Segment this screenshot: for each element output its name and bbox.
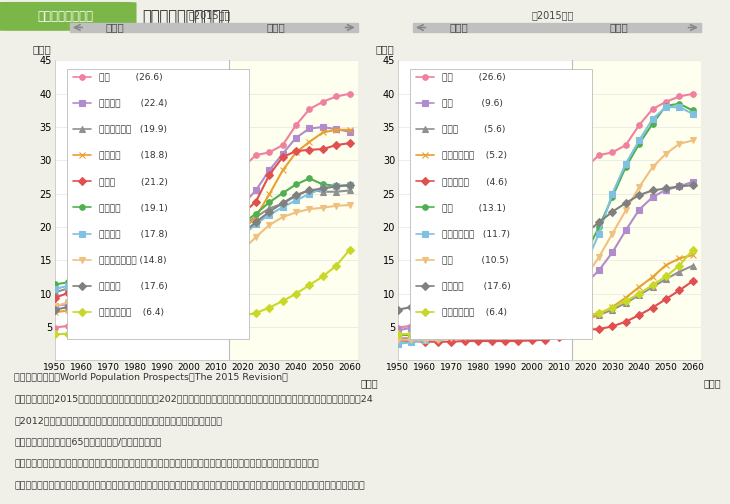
Text: インド         (5.6): インド (5.6) xyxy=(442,124,505,134)
Text: 開発途上地域    (6.4): 開発途上地域 (6.4) xyxy=(442,307,507,317)
Text: インドネシア    (5.2): インドネシア (5.2) xyxy=(442,151,507,160)
Text: 日本         (26.6): 日本 (26.6) xyxy=(99,73,162,82)
Text: 先進地域       (17.6): 先進地域 (17.6) xyxy=(99,281,167,290)
Text: 推計値: 推計値 xyxy=(266,23,285,32)
Text: （％）: （％） xyxy=(375,44,394,54)
Bar xyxy=(413,23,553,32)
Bar xyxy=(572,60,706,360)
Text: 実測値: 実測値 xyxy=(449,23,468,32)
Bar xyxy=(67,70,249,339)
Bar xyxy=(70,23,210,32)
Bar xyxy=(410,70,592,339)
Text: （2012）年１月推計）」の出生中位・死亡中位仮定による推計結果による。: （2012）年１月推計）」の出生中位・死亡中位仮定による推計結果による。 xyxy=(15,416,223,425)
Text: スペイン       (18.8): スペイン (18.8) xyxy=(99,151,167,160)
Text: 韓国         (13.1): 韓国 (13.1) xyxy=(442,203,506,212)
Bar xyxy=(553,23,701,32)
Text: （年）: （年） xyxy=(361,379,378,389)
Text: アメリカ合衆国 (14.8): アメリカ合衆国 (14.8) xyxy=(99,255,166,264)
Text: 1．欧米: 1．欧米 xyxy=(39,0,71,1)
Text: フィリピン      (4.6): フィリピン (4.6) xyxy=(442,177,507,186)
Text: 推計値: 推計値 xyxy=(610,23,629,32)
Text: 先進地域       (17.6): 先進地域 (17.6) xyxy=(442,281,510,290)
Text: 図表１－１－１２: 図表１－１－１２ xyxy=(38,10,93,23)
FancyBboxPatch shape xyxy=(0,2,137,31)
Text: 先進地域とは、北部アメリカ、日本、ヨーロッパ、オーストラリア及びニュージーランドからなる地域をいう。: 先進地域とは、北部アメリカ、日本、ヨーロッパ、オーストラリア及びニュージーランド… xyxy=(15,460,319,468)
Text: （注）高齢化率とは、65歳以上の人口/全人口をいう。: （注）高齢化率とは、65歳以上の人口/全人口をいう。 xyxy=(15,438,162,447)
Bar xyxy=(229,60,363,360)
Text: スウェーデン   (19.9): スウェーデン (19.9) xyxy=(99,124,166,134)
Text: イタリア       (22.4): イタリア (22.4) xyxy=(99,99,167,107)
Text: （年）: （年） xyxy=(704,379,721,389)
Bar xyxy=(210,23,358,32)
Text: 2．アジア: 2．アジア xyxy=(383,0,421,1)
Text: ドイツ         (21.2): ドイツ (21.2) xyxy=(99,177,168,186)
Text: フランス       (19.1): フランス (19.1) xyxy=(99,203,167,212)
Text: イギリス       (17.8): イギリス (17.8) xyxy=(99,229,167,238)
Text: シンガポール   (11.7): シンガポール (11.7) xyxy=(442,229,510,238)
Text: （2015年）: （2015年） xyxy=(188,10,231,20)
Text: タイ          (10.5): タイ (10.5) xyxy=(442,255,508,264)
Text: 開発途上地域とは、アフリカ、アジア（日本を除く）、中南米、メラネシア、ミクロネシア及びポリネシアからなる地域をいう。: 開発途上地域とは、アフリカ、アジア（日本を除く）、中南米、メラネシア、ミクロネシ… xyxy=(15,481,365,490)
Text: 中国          (9.6): 中国 (9.6) xyxy=(442,99,503,107)
Text: 開発途上地域    (6.4): 開発途上地域 (6.4) xyxy=(99,307,164,317)
Text: 実測値: 実測値 xyxy=(106,23,125,32)
Text: ただし日本は、2015年までは総務省「国勢調査」、202ー年以降は国立社会保障・人口問題研究所「日本の将来推計人口（平成24: ただし日本は、2015年までは総務省「国勢調査」、202ー年以降は国立社会保障・… xyxy=(15,395,373,404)
Text: （％）: （％） xyxy=(32,44,51,54)
Text: 日本         (26.6): 日本 (26.6) xyxy=(442,73,505,82)
Text: 資料：国際連合「World Population Prospects：The 2015 Revision」: 資料：国際連合「World Population Prospects：The 2… xyxy=(15,373,288,382)
Text: 世界の高齢化率の推移: 世界の高齢化率の推移 xyxy=(142,9,230,24)
Text: （2015年）: （2015年） xyxy=(531,10,574,20)
